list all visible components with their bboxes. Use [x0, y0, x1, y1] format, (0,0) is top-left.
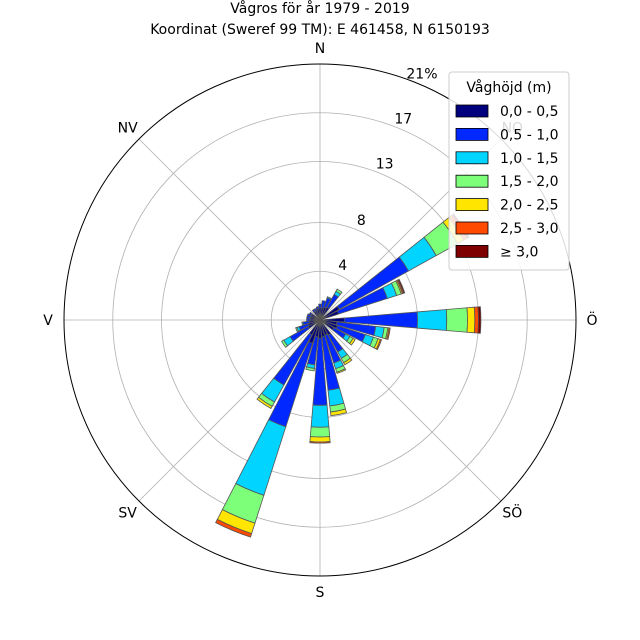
- direction-label-5: SV: [118, 505, 137, 521]
- sector-21-bin-1: [306, 315, 312, 320]
- sector-10-bin-4: [343, 357, 353, 366]
- sector-19: [301, 319, 321, 326]
- sector-13-bin-5: [309, 441, 331, 444]
- direction-label-3: SÖ: [502, 503, 522, 521]
- sector-16: [256, 319, 321, 410]
- sector-5-bin-6: [397, 278, 406, 294]
- sector-14: [305, 319, 321, 372]
- legend-label-1: 0,5 - 1,0: [500, 127, 558, 143]
- sector-9: [319, 319, 356, 346]
- sector-22-bin-1: [306, 313, 312, 318]
- radial-tick-label-3: 17: [394, 112, 412, 128]
- sector-2-bin-2: [326, 296, 332, 300]
- direction-label-7: NV: [118, 121, 138, 137]
- sector-7-bin-5: [386, 327, 391, 340]
- direction-labels: NNOÖSÖSSVVNV: [43, 41, 597, 601]
- legend-swatch-5: [455, 221, 489, 235]
- sector-15-bin-2: [235, 419, 287, 496]
- sector-11: [319, 319, 347, 374]
- polar-frame: [63, 63, 577, 577]
- sector-19-bin-2: [301, 321, 305, 326]
- sector-13: [309, 319, 331, 444]
- sector-17-bin-3: [281, 339, 289, 348]
- legend-label-4: 2,0 - 2,5: [500, 198, 558, 214]
- grid-spoke-3: [319, 319, 502, 502]
- legend-label-3: 1,5 - 2,0: [500, 174, 558, 190]
- sector-15: [215, 319, 321, 538]
- legend-label-5: 2,5 - 3,0: [500, 221, 558, 237]
- sector-15-bin-5: [215, 518, 253, 538]
- sector-9-bin-4: [349, 337, 356, 346]
- radial-tick-label-0: 4: [338, 258, 347, 274]
- sector-8-bin-5: [375, 338, 383, 351]
- sector-13-bin-3: [309, 426, 331, 438]
- sector-20-bin-1: [306, 318, 311, 322]
- sector-23: [308, 311, 321, 321]
- sector-18: [295, 319, 321, 333]
- legend-swatch-2: [455, 151, 489, 165]
- sector-6-bin-6: [477, 306, 482, 334]
- legend-swatch-4: [455, 198, 489, 212]
- sector-12: [319, 319, 348, 417]
- sector-6-bin-4: [466, 306, 476, 334]
- sector-1-bin-1: [320, 300, 326, 309]
- sector-3-bin-3: [335, 288, 343, 295]
- sector-6-bin-2: [416, 309, 448, 331]
- legend-frame: [448, 71, 570, 271]
- legend: Våghöjd (m) 0,0 - 0,5 0,5 - 1,0 1,0 - 1,5 1…: [448, 71, 570, 271]
- sector-6: [319, 306, 482, 334]
- sector-12-bin-2: [327, 387, 345, 407]
- sector-23-bin-1: [308, 311, 313, 316]
- legend-label-6: ≥ 3,0: [500, 244, 538, 260]
- sector-26-bin-1: [315, 306, 320, 310]
- direction-label-0: N: [315, 41, 325, 57]
- direction-label-2: Ö: [586, 311, 597, 329]
- sector-12-bin-4: [330, 408, 348, 417]
- legend-items: 0,0 - 0,5 0,5 - 1,0 1,0 - 1,5 1,5 - 2,0 2,0 …: [455, 104, 558, 260]
- direction-label-4: S: [316, 585, 325, 601]
- radial-tick-label-2: 13: [376, 157, 394, 173]
- sector-13-bin-2: [310, 404, 330, 428]
- legend-label-2: 1,0 - 1,5: [500, 151, 558, 167]
- legend-label-0: 0,0 - 0,5: [500, 104, 558, 120]
- legend-title: Våghöjd (m): [466, 79, 551, 96]
- sector-11-bin-4: [336, 368, 347, 374]
- sector-13-bin-4: [309, 436, 331, 443]
- sector-18-bin-3: [295, 326, 299, 333]
- sector-14-bin-3: [305, 366, 315, 372]
- radial-tick-label-4: 21%: [406, 66, 437, 82]
- grid-spoke-7: [138, 138, 321, 321]
- legend-swatch-0: [455, 104, 489, 118]
- sector-10: [319, 319, 353, 366]
- legend-swatch-3: [455, 174, 489, 188]
- radial-tick-labels: 4 8 13 17 21%: [338, 66, 437, 273]
- sector-17: [281, 319, 321, 348]
- polar-grid: [63, 63, 577, 577]
- direction-label-6: V: [43, 313, 53, 329]
- chart-subtitle: Koordinat (Sweref 99 TM): E 461458, N 61…: [150, 22, 490, 38]
- sector-6-bin-3: [445, 307, 468, 333]
- chart-title: Vågros för år 1979 - 2019: [230, 0, 409, 17]
- radial-tick-label-1: 8: [357, 213, 366, 229]
- sector-0-bin-1: [318, 303, 322, 309]
- sector-3: [319, 288, 343, 321]
- sector-26: [315, 306, 321, 321]
- sector-16-bin-4: [256, 396, 273, 410]
- grid-spoke-5: [138, 319, 321, 502]
- legend-swatch-6: [455, 244, 489, 258]
- legend-swatch-1: [455, 127, 489, 141]
- sector-5: [319, 278, 406, 321]
